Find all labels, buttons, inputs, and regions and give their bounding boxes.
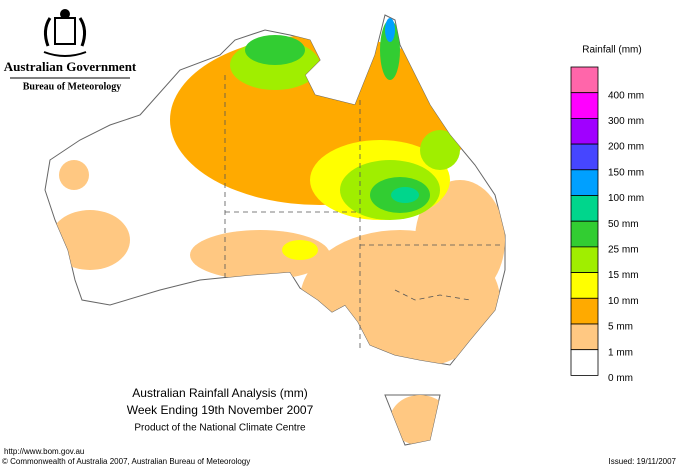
legend-swatch bbox=[570, 323, 599, 351]
legend-label: 0 mm bbox=[608, 373, 633, 384]
legend-swatch bbox=[570, 143, 599, 171]
legend-swatch bbox=[570, 66, 599, 94]
map-credit: Product of the National Climate Centre bbox=[134, 423, 306, 434]
legend-label: 5 mm bbox=[608, 322, 633, 333]
legend-swatch bbox=[570, 220, 599, 248]
legend-label: 1 mm bbox=[608, 347, 633, 358]
legend-swatch bbox=[570, 118, 599, 145]
legend-title: Rainfall (mm) bbox=[582, 45, 641, 56]
legend-label: 10 mm bbox=[608, 296, 639, 307]
legend-label: 300 mm bbox=[608, 116, 644, 127]
legend-label: 400 mm bbox=[608, 90, 644, 101]
legend-label: 15 mm bbox=[608, 270, 639, 281]
footer-copyright: © Commonwealth of Australia 2007, Austra… bbox=[2, 457, 250, 466]
legend-swatch bbox=[570, 272, 599, 299]
legend: 400 mm 300 mm 200 mm 150 mm 100 mm 50 mm 25 mm… bbox=[570, 66, 644, 384]
agency: Australian Government bbox=[4, 59, 137, 74]
map-subtitle: Week Ending 19th November 2007 bbox=[127, 403, 314, 417]
legend-label: 200 mm bbox=[608, 142, 644, 153]
legend-swatch bbox=[570, 195, 599, 222]
bureau: Bureau of Meteorology bbox=[23, 81, 122, 92]
legend-label: 25 mm bbox=[608, 245, 639, 256]
legend-label: 150 mm bbox=[608, 167, 644, 178]
legend-label: 100 mm bbox=[608, 193, 644, 204]
crest bbox=[43, 9, 87, 57]
legend-swatch bbox=[570, 297, 599, 325]
map bbox=[44, 14, 506, 446]
legend-swatch bbox=[570, 92, 599, 119]
legend-swatch bbox=[570, 246, 599, 273]
footer-url: http://www.bom.gov.au bbox=[4, 447, 84, 456]
legend-label: 50 mm bbox=[608, 219, 639, 230]
legend-swatch bbox=[570, 349, 599, 376]
map-title: Australian Rainfall Analysis (mm) bbox=[132, 386, 307, 400]
legend-swatch bbox=[570, 169, 599, 196]
footer-issued: Issued: 19/11/2007 bbox=[609, 457, 677, 466]
